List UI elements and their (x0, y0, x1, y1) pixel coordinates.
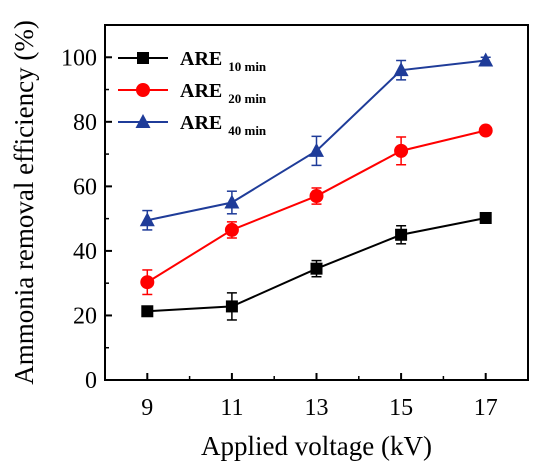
y-axis-title: Ammonia removal efficiency (%) (9, 20, 39, 385)
data-point (479, 211, 492, 224)
legend-label: ARE 10 min (180, 48, 267, 74)
series-3 (139, 52, 494, 231)
data-point (309, 142, 324, 157)
data-point (310, 262, 323, 275)
series-2 (140, 123, 493, 296)
data-point (309, 189, 324, 204)
legend-label-subscript: 40 min (228, 123, 267, 138)
x-tick-label: 11 (220, 395, 243, 421)
legend-marker (135, 114, 151, 128)
legend-entry-3: ARE 40 min (118, 112, 267, 138)
data-point (139, 212, 155, 227)
x-tick-label: 17 (474, 395, 498, 421)
axis-ticks: 9 11 13 15 17 0 20 40 60 80 100 (61, 24, 498, 421)
y-tick-label: 20 (73, 303, 97, 329)
legend-label-subscript: 10 min (228, 59, 267, 74)
legend: ARE 10 min ARE 20 min ARE 40 min (118, 48, 267, 138)
data-point (395, 228, 408, 241)
series-1 (141, 211, 492, 321)
y-tick-label: 100 (61, 45, 97, 71)
data-point (478, 52, 494, 67)
data-point (393, 62, 409, 77)
data-point (141, 305, 154, 318)
legend-label-name: ARE (180, 48, 222, 70)
x-tick-label: 15 (389, 395, 413, 421)
legend-entry-1: ARE 10 min (118, 48, 267, 74)
legend-label-name: ARE (180, 80, 222, 102)
x-axis-title: Applied voltage (kV) (201, 431, 432, 461)
data-point (478, 123, 493, 138)
data-point (394, 143, 409, 158)
data-point (140, 275, 155, 290)
x-tick-label: 13 (305, 395, 329, 421)
legend-marker (136, 83, 150, 97)
y-tick-label: 60 (73, 174, 97, 200)
legend-label-name: ARE (180, 112, 222, 134)
y-tick-label: 0 (85, 368, 97, 394)
x-tick-label: 9 (141, 395, 153, 421)
legend-label: ARE 40 min (180, 112, 267, 138)
legend-marker (137, 52, 149, 64)
data-point (225, 300, 238, 313)
legend-label: ARE 20 min (180, 80, 267, 106)
data-point (224, 222, 239, 237)
y-tick-label: 80 (73, 110, 97, 136)
data-point (224, 194, 240, 209)
legend-entry-2: ARE 20 min (118, 80, 267, 106)
y-tick-label: 40 (73, 239, 97, 265)
series-layer (139, 52, 494, 321)
legend-label-subscript: 20 min (228, 91, 267, 106)
